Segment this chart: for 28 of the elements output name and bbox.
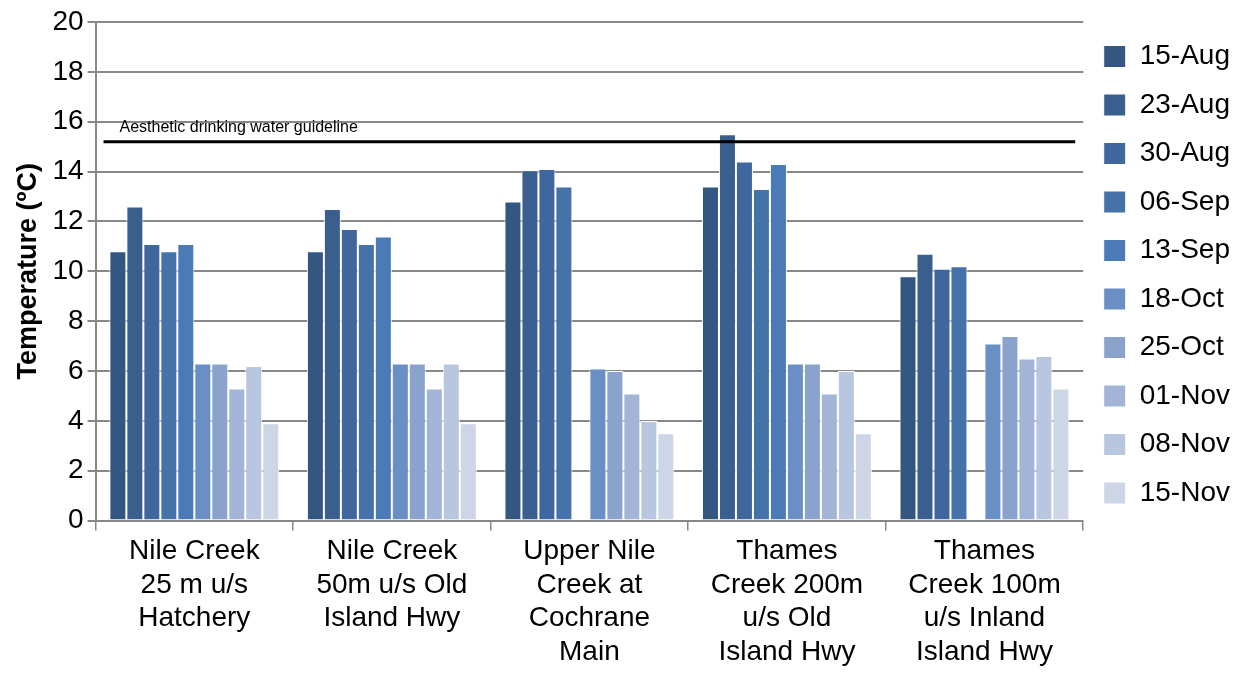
- legend-label: 25-Oct: [1139, 330, 1224, 362]
- x-tick-label: Thames Creek 100m u/s Inland Island Hwy: [908, 534, 1061, 666]
- x-tick-label: Thames Creek 200m u/s Old Island Hwy: [710, 534, 864, 666]
- ref-line-label: Aesthetic drinking water guideline: [119, 118, 359, 136]
- legend-label: 13-Sep: [1139, 233, 1231, 265]
- y-tick-label: 0: [67, 503, 84, 535]
- y-tick-label: 8: [67, 303, 84, 335]
- legend-label: 01-Nov: [1139, 378, 1230, 410]
- y-axis-title: Temperature (ºC): [11, 163, 42, 380]
- x-tick-label: Nile Creek 50m u/s Old Island Hwy: [316, 534, 468, 633]
- y-tick-label: 12: [52, 204, 84, 236]
- y-tick-label: 16: [52, 104, 84, 136]
- legend-label: 08-Nov: [1139, 427, 1230, 459]
- y-tick-label: 4: [67, 403, 84, 435]
- y-tick-label: 6: [67, 353, 84, 385]
- legend-label: 30-Aug: [1139, 136, 1231, 168]
- legend-label: 23-Aug: [1139, 87, 1231, 119]
- legend-label: 06-Sep: [1139, 184, 1231, 216]
- y-tick-label: 2: [67, 453, 84, 485]
- y-tick-label: 14: [52, 154, 84, 186]
- legend-label: 15-Nov: [1139, 475, 1230, 507]
- legend-label: 18-Oct: [1139, 281, 1224, 313]
- x-tick-label: Nile Creek 25 m u/s Hatchery: [128, 534, 261, 633]
- x-tick-label: Upper Nile Creek at Cochrane Main: [523, 534, 656, 666]
- legend-label: 15-Aug: [1139, 39, 1231, 71]
- y-tick-label: 20: [52, 4, 84, 36]
- y-tick-label: 10: [52, 254, 84, 286]
- y-tick-label: 18: [52, 54, 84, 86]
